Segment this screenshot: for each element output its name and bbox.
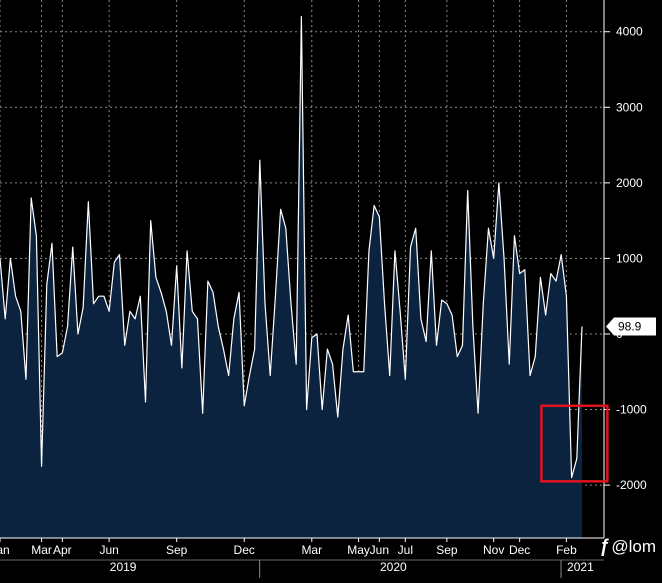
brand-logo: ƒ @lom [599,536,656,557]
x-tick-label: Jul [398,543,413,557]
series-fill [0,16,582,539]
last-value-tag: 98.9 [606,317,656,336]
last-value-box [606,317,656,336]
x-tick-label: Jan [0,543,10,557]
x-axis: JanMarAprJunSepDecMarMayJunJulSepNovDecF… [0,537,604,578]
y-tick-label: 4000 [616,25,643,39]
year-label: 2019 [110,560,137,574]
y-tick-label: -1000 [616,403,647,417]
y-tick-label: -2000 [616,478,647,492]
year-label: 2020 [380,560,407,574]
x-tick-label: Mar [301,543,322,557]
last-value-label: 98.9 [618,320,642,334]
x-tick-label: Mar [31,543,52,557]
x-tick-label: Sep [166,543,188,557]
series-area [0,16,583,539]
y-tick-label: 1000 [616,251,643,265]
x-tick-label: Nov [483,543,504,557]
brand-icon: ƒ [599,536,610,556]
x-tick-label: Dec [234,543,255,557]
x-tick-label: Feb [556,543,577,557]
x-tick-label: Sep [436,543,458,557]
brand-text: @lom [611,536,656,556]
x-tick-label: Apr [53,543,72,557]
x-tick-label: Jun [99,543,118,557]
highlight-box [540,404,609,483]
y-tick-label: 2000 [616,176,643,190]
chart-overlay: 98.9 [540,317,656,483]
y-tick-label: 3000 [616,100,643,114]
series-line [0,16,583,479]
year-label: 2021 [567,560,594,574]
x-tick-label: May [347,543,370,557]
x-tick-label: Dec [509,543,530,557]
x-tick-label: Jun [370,543,389,557]
